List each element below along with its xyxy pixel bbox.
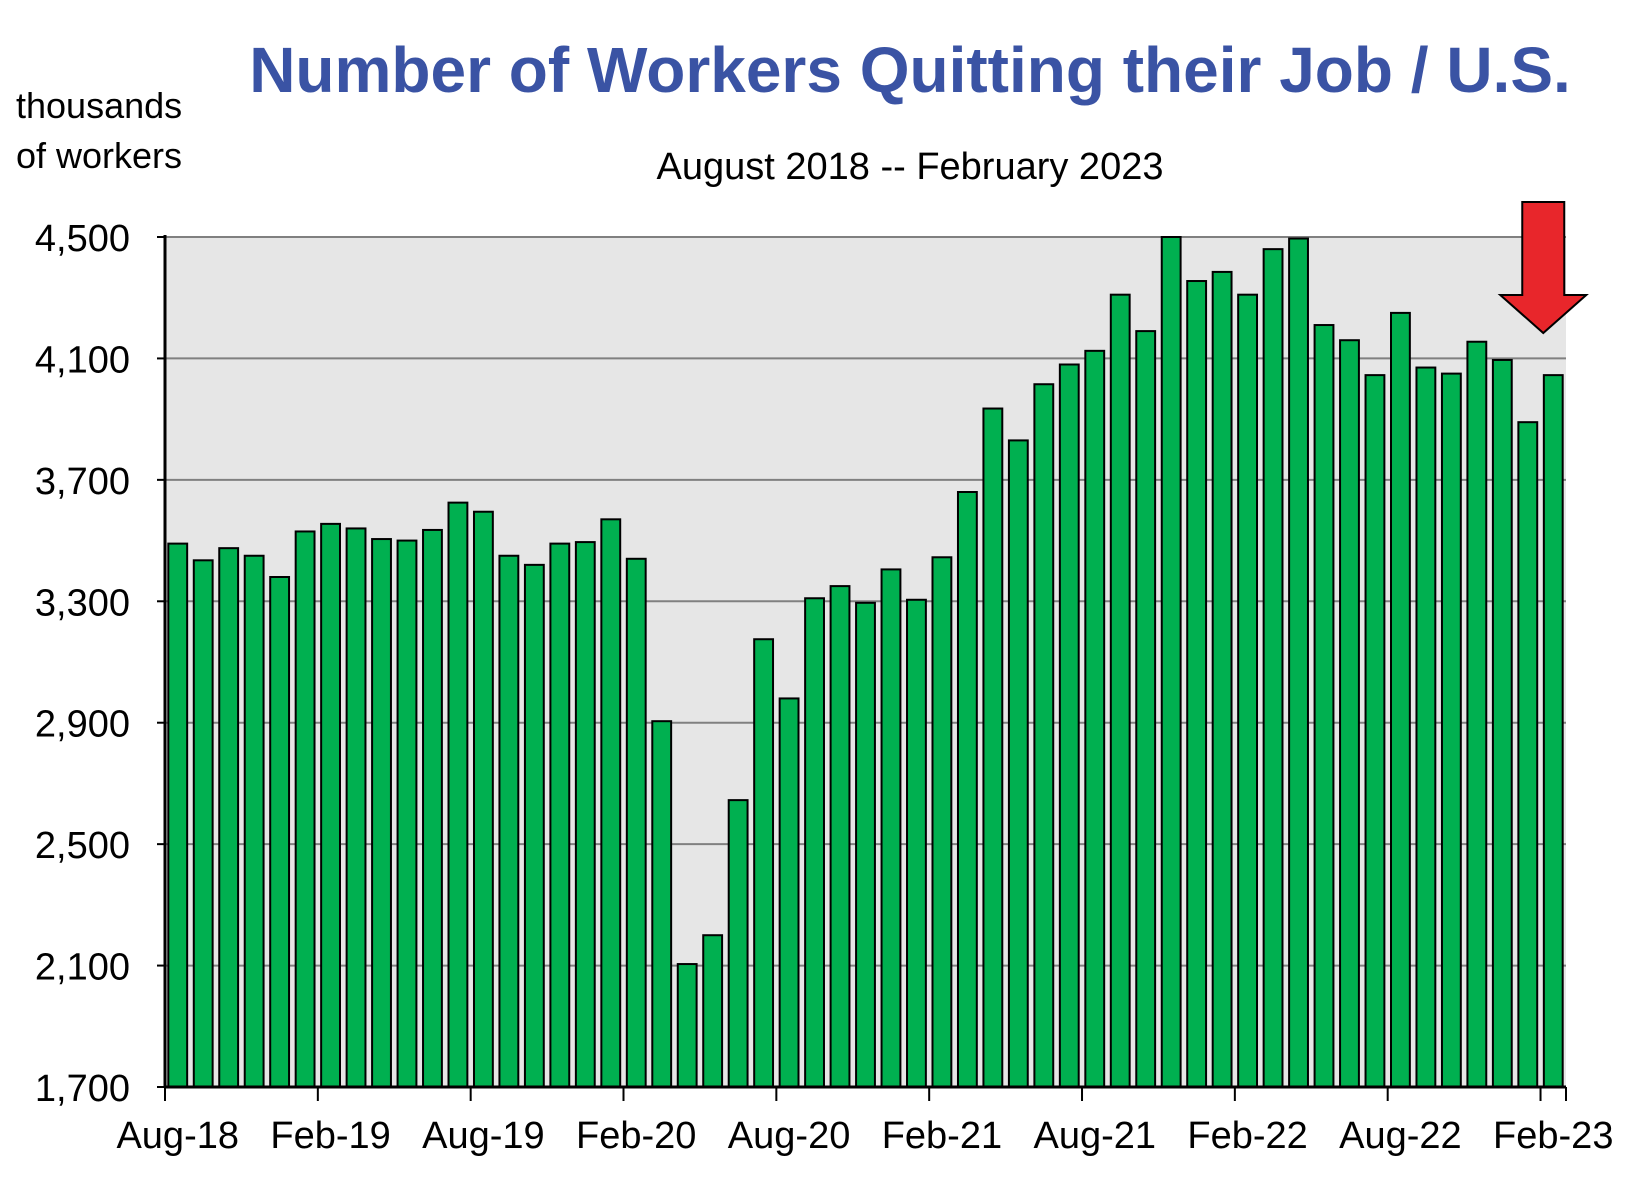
y-unit-label-line2: of workers (16, 135, 182, 176)
x-tick-label: Feb-20 (576, 1115, 696, 1157)
bar (1211, 270, 1233, 1088)
bar (1415, 366, 1437, 1088)
y-tick-label: 4,100 (35, 339, 130, 381)
bar (753, 638, 775, 1088)
x-tick-label: Feb-22 (1187, 1115, 1307, 1157)
bar (1186, 280, 1208, 1088)
bar (778, 697, 800, 1089)
bars (167, 236, 1564, 1089)
bar (931, 556, 953, 1088)
bar (1440, 372, 1462, 1089)
bar (218, 547, 240, 1088)
bar (906, 598, 927, 1089)
x-tick-label: Feb-23 (1493, 1115, 1613, 1157)
bar (447, 501, 469, 1088)
bar (1058, 363, 1080, 1088)
chart-subtitle: August 2018 -- February 2023 (657, 146, 1164, 188)
bar (855, 601, 876, 1089)
bar (982, 407, 1004, 1088)
axes (157, 235, 1567, 1101)
bar (167, 542, 189, 1088)
x-tick-label: Feb-21 (882, 1115, 1002, 1157)
bar (1339, 339, 1360, 1088)
bar (1109, 293, 1131, 1088)
bar (1160, 236, 1182, 1088)
bar (1084, 349, 1106, 1088)
x-tick-label: Aug-22 (1339, 1115, 1462, 1157)
x-tick-label: Aug-19 (422, 1115, 545, 1157)
bar (396, 539, 418, 1088)
x-tick-label: Aug-21 (1033, 1115, 1156, 1157)
bar (1033, 383, 1055, 1089)
bar (956, 491, 978, 1088)
arrow-down-icon (1497, 201, 1589, 335)
bar (1542, 374, 1564, 1088)
bar (804, 597, 825, 1088)
bar (727, 799, 749, 1088)
bar (422, 528, 443, 1088)
chart-title: Number of Workers Quitting their Job / U… (249, 34, 1571, 106)
bar (1491, 358, 1513, 1089)
axis-labels: 1,700 2,100 2,500 2,900 3,300 3,700 4,100 4,500… (35, 218, 1614, 1157)
bar (1135, 330, 1157, 1089)
bar (625, 557, 647, 1088)
bar (651, 720, 673, 1088)
bar (1313, 324, 1335, 1088)
y-unit-label-line1: thousands (16, 85, 182, 126)
bar (1007, 439, 1029, 1088)
y-tick-label: 2,900 (35, 704, 130, 746)
y-tick-label: 4,500 (35, 218, 130, 260)
y-tick-label: 1,700 (35, 1068, 130, 1110)
bar (702, 934, 724, 1089)
bar (523, 563, 545, 1088)
bar (192, 559, 214, 1088)
bar (269, 576, 291, 1088)
y-tick-label: 2,100 (35, 947, 130, 989)
x-tick-label: Aug-18 (116, 1115, 239, 1157)
bar (574, 541, 596, 1088)
bar (829, 585, 851, 1088)
x-tick-label: Aug-20 (728, 1115, 851, 1157)
x-tick-label: Feb-19 (270, 1115, 390, 1157)
y-tick-label: 3,300 (35, 582, 130, 624)
bar (498, 554, 520, 1088)
bar (880, 568, 902, 1088)
bar (549, 542, 571, 1088)
bar (676, 963, 698, 1089)
bar (1517, 421, 1539, 1088)
bar (243, 554, 265, 1088)
bar (1288, 237, 1309, 1088)
bar (371, 538, 392, 1088)
bar (294, 530, 316, 1088)
bar (345, 527, 367, 1088)
y-tick-label: 2,500 (35, 825, 130, 867)
bar (472, 510, 494, 1089)
bar (1262, 248, 1284, 1088)
bar (1364, 374, 1386, 1088)
bar (1237, 293, 1259, 1088)
bar (1390, 311, 1411, 1088)
bar (600, 518, 622, 1088)
bar (1466, 340, 1488, 1089)
bar (320, 522, 341, 1088)
y-tick-label: 3,700 (35, 461, 130, 503)
